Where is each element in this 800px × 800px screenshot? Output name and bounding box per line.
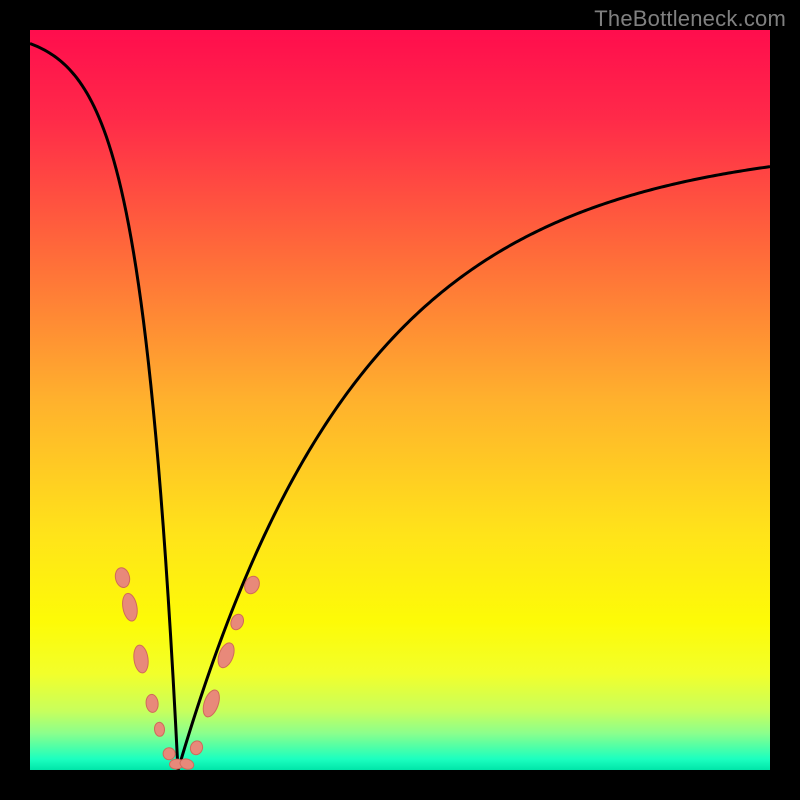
watermark-text: TheBottleneck.com xyxy=(594,6,786,32)
curve-marker xyxy=(163,747,176,760)
chart-root: TheBottleneck.com xyxy=(0,0,800,800)
chart-svg xyxy=(30,30,770,770)
plot-area xyxy=(30,30,770,770)
